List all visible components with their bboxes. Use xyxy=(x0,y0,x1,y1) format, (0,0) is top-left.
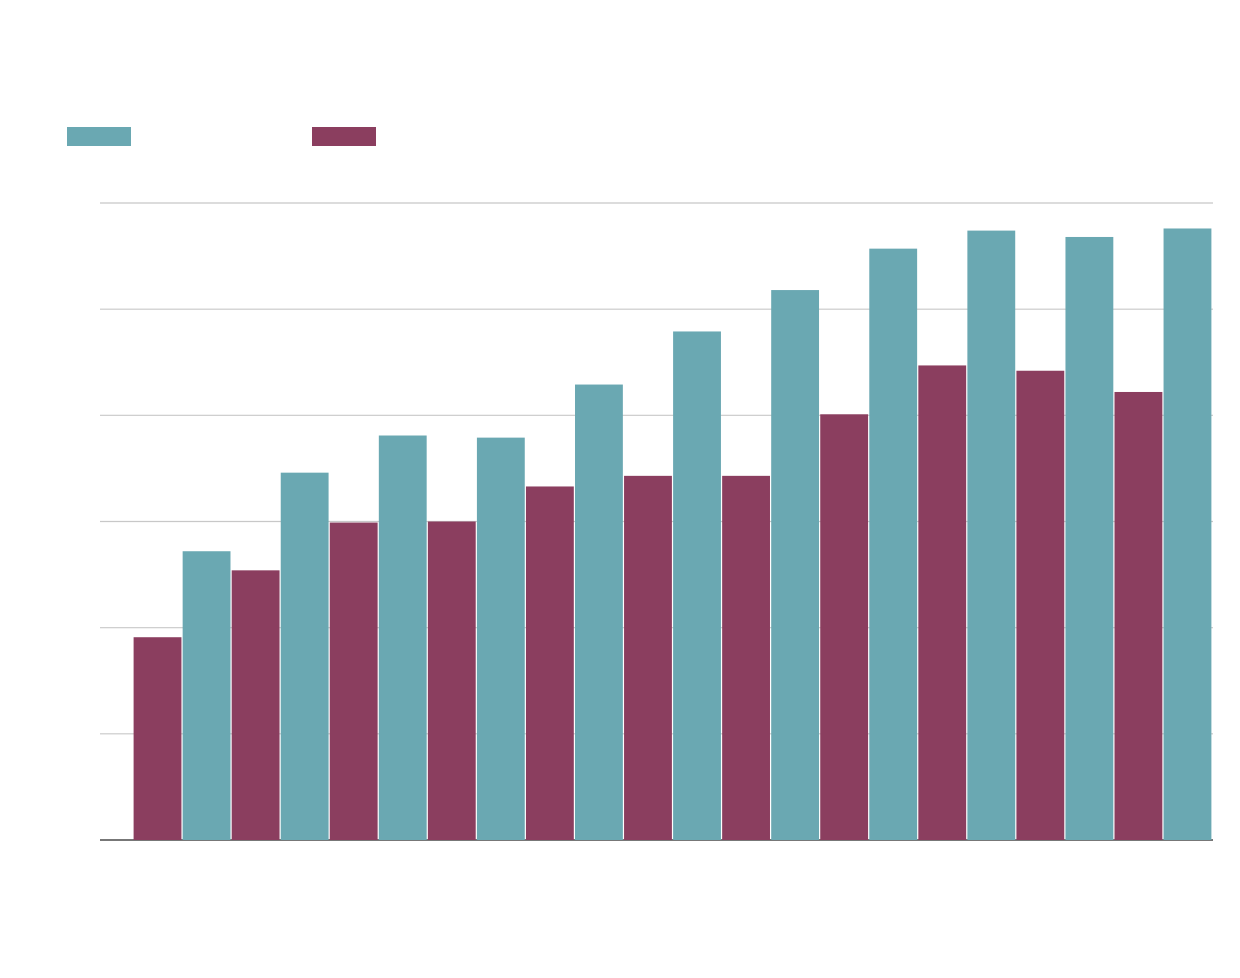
bar xyxy=(427,521,476,840)
bar xyxy=(525,486,574,840)
bar xyxy=(771,290,820,841)
bar xyxy=(918,365,967,840)
bar xyxy=(1065,236,1114,840)
bar xyxy=(280,472,329,840)
bar xyxy=(1114,391,1163,840)
bar xyxy=(1016,370,1065,840)
bar xyxy=(820,414,869,840)
bar xyxy=(575,384,623,840)
legend-swatch xyxy=(67,127,131,146)
bar xyxy=(624,475,672,840)
bar xyxy=(1163,228,1212,841)
bar xyxy=(133,637,182,840)
bar xyxy=(967,230,1016,840)
legend-swatch xyxy=(312,127,376,146)
bar xyxy=(869,248,918,840)
bar xyxy=(231,570,280,840)
bar xyxy=(476,437,525,840)
bar xyxy=(182,551,231,840)
bar xyxy=(673,331,721,840)
bar xyxy=(378,435,427,840)
bar xyxy=(329,522,378,840)
bar xyxy=(722,475,770,840)
